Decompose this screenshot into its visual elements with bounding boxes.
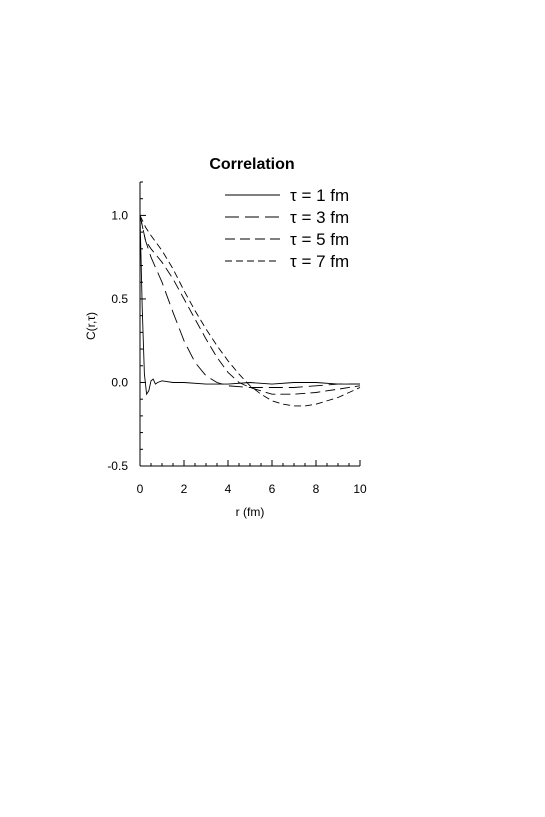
legend: τ = 1 fm τ = 3 fm τ = 5 fm τ = 7 fm xyxy=(225,186,349,271)
y-axis-label: C(r,τ) xyxy=(84,312,98,340)
legend-label-3: τ = 5 fm xyxy=(290,230,349,249)
legend-label-4: τ = 7 fm xyxy=(290,252,349,271)
chart-title: Correlation xyxy=(209,156,294,173)
x-tick-label: 2 xyxy=(181,482,188,496)
series-line-1 xyxy=(139,215,360,396)
x-tick-label: 4 xyxy=(225,482,232,496)
series-lines xyxy=(139,215,361,407)
x-tick-label: 8 xyxy=(313,482,320,496)
y-tick-label: -0.5 xyxy=(107,459,128,473)
series-line-2 xyxy=(139,215,360,388)
y-tick-label: 0.5 xyxy=(111,292,128,306)
legend-label-1: τ = 1 fm xyxy=(290,186,349,205)
y-tick-label: 0.0 xyxy=(111,375,128,389)
y-axis-ticks: -0.5 0.0 0.5 1.0 xyxy=(107,181,146,473)
x-tick-label: 6 xyxy=(269,482,276,496)
series-line-4 xyxy=(139,215,361,407)
x-tick-label: 10 xyxy=(353,482,367,496)
series-line-3 xyxy=(139,215,361,395)
x-tick-label: 0 xyxy=(137,482,144,496)
x-axis-ticks: 0 2 4 6 8 10 xyxy=(137,460,367,496)
x-axis-label: r (fm) xyxy=(236,505,265,519)
legend-label-2: τ = 3 fm xyxy=(290,208,349,227)
y-tick-label: 1.0 xyxy=(111,208,128,222)
